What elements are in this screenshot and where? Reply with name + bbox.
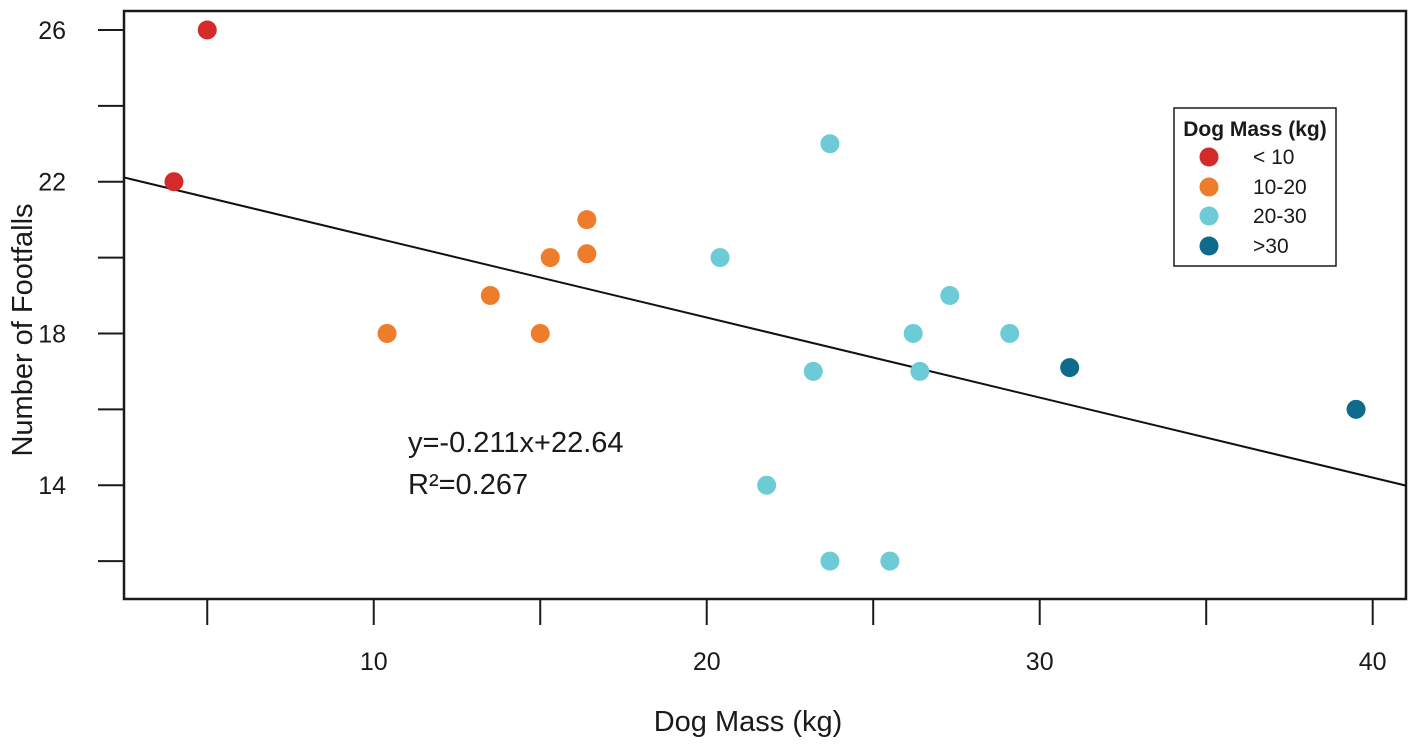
y-tick-label: 22 (38, 169, 66, 197)
data-point (540, 248, 560, 268)
x-axis-ticks: 10 20 30 40 (206, 599, 1387, 676)
data-point (910, 361, 930, 381)
data-point (480, 286, 500, 306)
data-point (577, 244, 597, 264)
legend-title: Dog Mass (kg) (1183, 118, 1327, 141)
y-tick-label: 14 (38, 472, 66, 500)
data-point (164, 172, 184, 192)
data-point (710, 248, 730, 268)
legend-label-lt10: < 10 (1253, 146, 1294, 169)
plot-frame (122, 9, 1408, 601)
y-tick-label: 18 (38, 320, 66, 348)
data-point (803, 361, 823, 381)
legend-marker-10-20 (1199, 177, 1219, 197)
data-point (577, 210, 597, 230)
legend-marker-gt30 (1199, 236, 1219, 256)
legend-marker-lt10 (1199, 147, 1219, 167)
data-point (1060, 358, 1080, 378)
data-point (820, 551, 840, 571)
legend-label-gt30: >30 (1253, 235, 1289, 258)
x-tick-label: 20 (693, 648, 721, 676)
data-point (197, 20, 217, 40)
data-point (940, 286, 960, 306)
x-axis-title: Dog Mass (kg) (654, 706, 843, 738)
data-point (377, 323, 397, 343)
legend-label-20-30: 20-30 (1253, 205, 1307, 228)
data-point (757, 475, 777, 495)
legend-label-10-20: 10-20 (1253, 176, 1307, 199)
trend-line (123, 176, 1407, 487)
regression-equation: y=-0.211x+22.64 (408, 427, 624, 459)
legend-marker-20-30 (1199, 206, 1219, 226)
y-axis-ticks: 14 18 22 26 (38, 17, 124, 563)
data-point (530, 323, 550, 343)
data-point (1346, 399, 1366, 419)
data-point (903, 323, 923, 343)
x-tick-label: 30 (1026, 648, 1054, 676)
r-squared-label: R²=0.267 (408, 469, 528, 501)
legend: Dog Mass (kg) < 10 10-20 20-30 >30 (1173, 107, 1337, 267)
data-point (1000, 323, 1020, 343)
data-points (164, 20, 1366, 571)
data-point (880, 551, 900, 571)
x-tick-label: 40 (1359, 648, 1387, 676)
y-axis-title: Number of Footfalls (7, 203, 39, 456)
data-point (820, 134, 840, 154)
y-tick-label: 26 (38, 17, 66, 45)
x-tick-label: 10 (360, 648, 388, 676)
